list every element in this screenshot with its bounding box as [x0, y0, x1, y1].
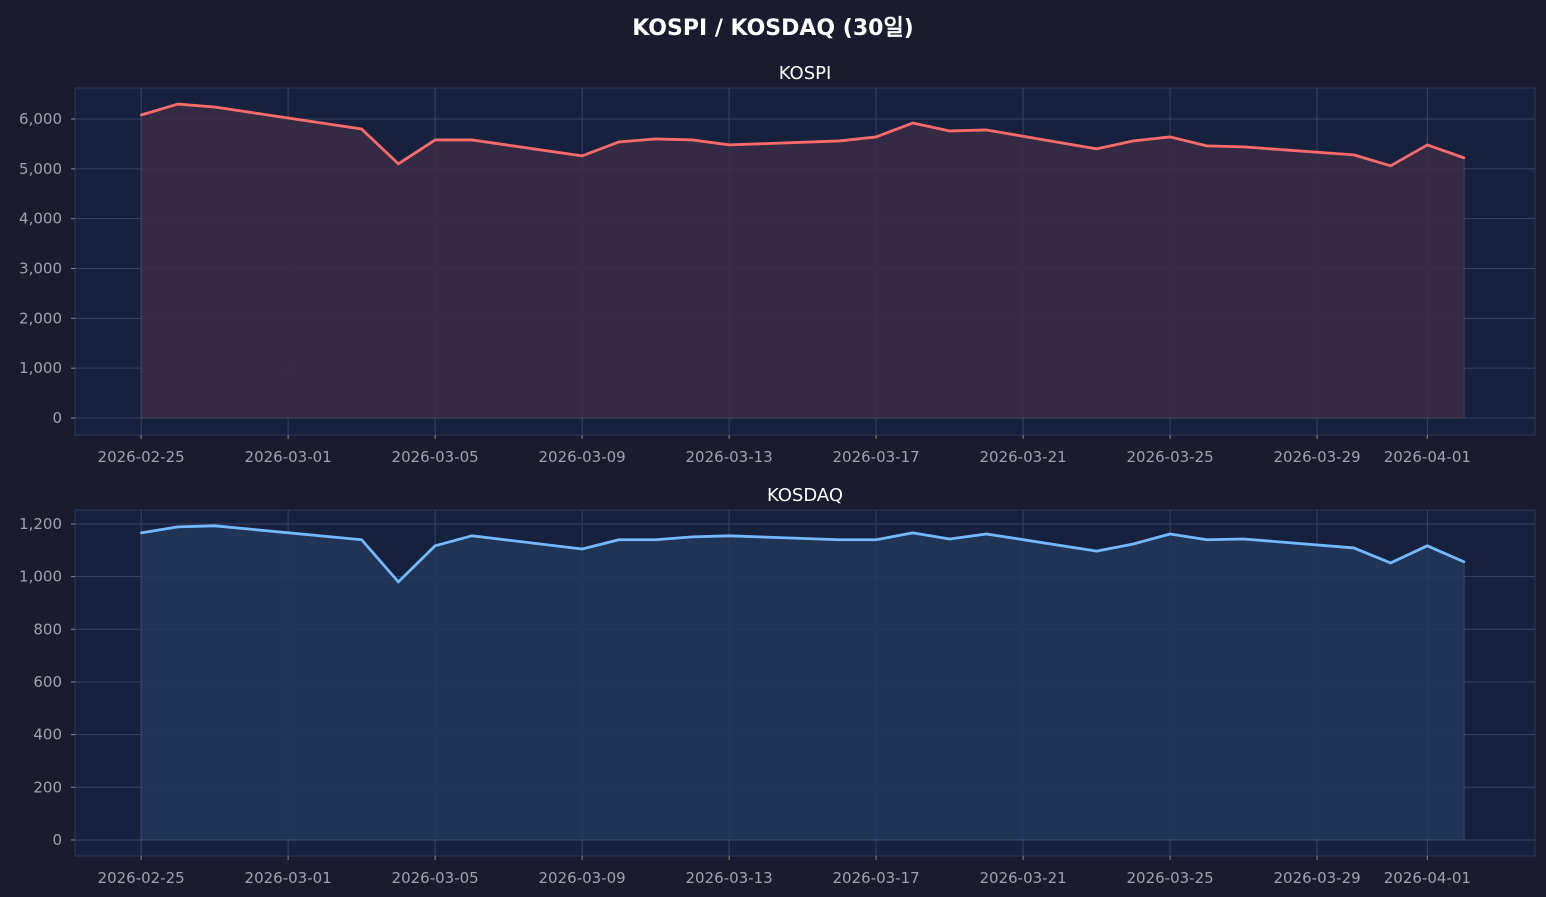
x-tick-label: 2026-03-25 [1126, 448, 1213, 466]
data-point [1352, 546, 1356, 550]
x-tick-label: 2026-03-17 [833, 869, 920, 887]
data-point [838, 139, 841, 143]
data-point [397, 162, 400, 166]
x-tick-label: 2026-03-01 [245, 448, 332, 466]
data-point [1095, 549, 1098, 553]
y-tick-label: 1,200 [19, 515, 62, 533]
data-point [360, 538, 363, 541]
x-tick-label: 2026-02-25 [98, 448, 185, 466]
data-point [1242, 145, 1245, 149]
data-point [654, 137, 657, 141]
y-tick-label: 2,000 [19, 309, 62, 327]
chart-title: KOSPI / KOSDAQ (30일) [632, 16, 914, 41]
data-point [433, 544, 437, 548]
x-tick-label: 2026-03-13 [686, 448, 773, 466]
data-point [838, 538, 841, 541]
data-point [1426, 544, 1429, 548]
area-fill [140, 525, 1465, 841]
subplot-title: KOSDAQ [767, 485, 843, 506]
data-point [691, 535, 694, 539]
x-tick-label: 2026-04-01 [1384, 869, 1471, 887]
y-tick-label: 200 [33, 778, 62, 796]
data-point [948, 129, 951, 133]
data-point [139, 113, 143, 117]
x-tick-label: 2026-03-13 [686, 869, 773, 887]
subplot-title: KOSPI [779, 63, 832, 84]
data-point [985, 128, 988, 132]
subplot-kosdaq: KOSDAQ 0 200 400 600 800 1,000 1,200 2026-02-25 2… [19, 485, 1536, 887]
x-tick-label: 2026-03-01 [245, 869, 332, 887]
data-point [470, 138, 474, 142]
data-point [397, 580, 400, 584]
data-point [470, 534, 474, 538]
x-tick-label: 2026-03-05 [392, 869, 479, 887]
x-tick-label: 2026-03-29 [1273, 448, 1360, 466]
subplot-kospi: KOSPI 0 1,000 2,000 3,000 4,000 5,000 6,000 2026… [19, 63, 1536, 466]
series-line [140, 524, 1465, 584]
x-tick-label: 2026-03-17 [833, 448, 920, 466]
x-tick-label: 2026-03-09 [539, 869, 626, 887]
data-point [617, 538, 621, 541]
data-point [654, 538, 657, 541]
data-point [1242, 537, 1245, 541]
data-point [1132, 139, 1135, 143]
area-fill [140, 103, 1465, 419]
y-tick-label: 1,000 [19, 359, 62, 377]
data-point [617, 140, 621, 144]
data-point [176, 102, 180, 106]
y-tick-label: 800 [33, 620, 62, 638]
data-point [1132, 542, 1135, 546]
y-tick-label: 6,000 [19, 110, 62, 128]
series-line [140, 102, 1465, 168]
y-tick-label: 5,000 [19, 160, 62, 178]
data-point [580, 154, 584, 158]
y-tick-label: 3,000 [19, 260, 62, 278]
data-point [1205, 144, 1209, 148]
x-tick-label: 2026-03-05 [392, 448, 479, 466]
x-tick-label: 2026-03-25 [1126, 869, 1213, 887]
data-point [176, 525, 180, 529]
data-point [727, 143, 731, 147]
data-point [433, 138, 437, 142]
y-tick-label: 0 [52, 409, 62, 427]
data-point [691, 138, 694, 142]
data-point [727, 534, 731, 538]
x-tick-label: 2026-03-09 [539, 448, 626, 466]
data-point [1389, 164, 1392, 168]
data-point [1168, 532, 1172, 536]
data-point [1352, 153, 1356, 157]
y-tick-label: 0 [52, 831, 62, 849]
data-point [985, 532, 988, 536]
y-tick-label: 1,000 [19, 568, 62, 586]
data-point [1205, 538, 1209, 541]
data-point [1462, 560, 1466, 564]
y-tick-label: 600 [33, 673, 62, 691]
data-point [139, 531, 143, 535]
data-point [911, 121, 915, 125]
data-point [1095, 147, 1098, 151]
data-point [874, 135, 878, 139]
x-tick-label: 2026-03-29 [1273, 869, 1360, 887]
data-point [1389, 561, 1392, 565]
data-point [213, 524, 216, 527]
data-point [948, 537, 951, 541]
data-point [1462, 156, 1466, 160]
y-tick-label: 4,000 [19, 210, 62, 228]
data-point [1426, 143, 1429, 147]
x-tick-label: 2026-04-01 [1384, 448, 1471, 466]
x-tick-label: 2026-02-25 [98, 869, 185, 887]
data-point [1168, 135, 1172, 139]
data-point [911, 531, 915, 535]
data-point [874, 538, 878, 541]
x-tick-label: 2026-03-21 [980, 869, 1067, 887]
data-point [580, 547, 584, 551]
x-tick-label: 2026-03-21 [980, 448, 1067, 466]
y-tick-label: 400 [33, 726, 62, 744]
data-point [360, 127, 363, 131]
data-point [213, 105, 216, 109]
